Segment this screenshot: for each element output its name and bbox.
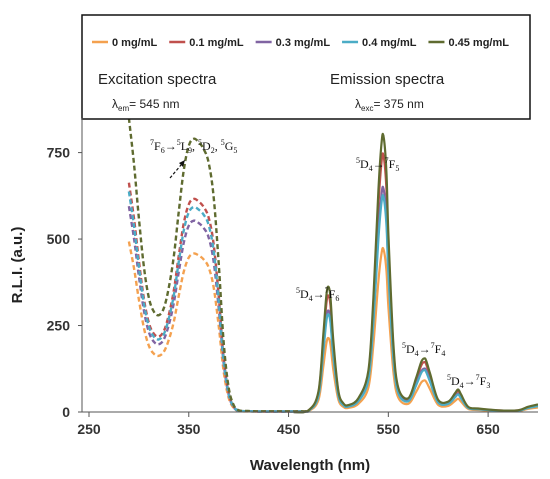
emission-param-symbol: λ	[355, 97, 361, 111]
excitation-line-0-mg-ml	[127, 241, 309, 413]
axis-ticks: 0 250 500 750 250 350 450 550 650	[47, 145, 500, 437]
legend-label-0-1-mg-ml: 0.1 mg/mL	[189, 37, 244, 49]
legend-label-0-4-mg-ml: 0.4 mg/mL	[362, 37, 417, 49]
emission-line-0-4-mg-ml	[293, 194, 538, 414]
excitation-title: Excitation spectra	[98, 71, 217, 88]
x-tick-label-2: 450	[277, 421, 301, 437]
x-axis-title: Wavelength (nm)	[250, 457, 370, 474]
y-tick-label-1: 250	[47, 318, 71, 334]
excitation-param-sub: em	[118, 104, 129, 113]
y-axis-title: R.L.I. (a.u.)	[9, 227, 26, 304]
y-tick-label-2: 500	[47, 231, 71, 247]
emission-line-0-mg-ml	[293, 246, 538, 414]
y-tick-label-3: 750	[47, 145, 71, 161]
annotation-f4: 5D4→7F4	[402, 341, 445, 358]
legend-box	[81, 14, 531, 120]
excitation-line-0-45-mg-ml	[127, 118, 309, 413]
annotation-arrow	[169, 160, 185, 179]
emission-param: λexc= 375 nm	[355, 97, 424, 113]
annotation-f6: 5D4→7F6	[296, 286, 339, 303]
emission-param-value: = 375 nm	[373, 97, 423, 111]
excitation-param-value: = 545 nm	[129, 97, 179, 111]
legend-label-0-3-mg-ml: 0.3 mg/mL	[276, 37, 331, 49]
legend-label-0-mg-ml: 0 mg/mL	[112, 37, 158, 49]
excitation-param-symbol: λ	[112, 97, 118, 111]
y-tick-label-0: 0	[62, 404, 70, 420]
emission-param-sub: exc	[361, 104, 373, 113]
x-tick-label-4: 650	[476, 421, 500, 437]
x-tick-label-1: 350	[177, 421, 201, 437]
emission-line-0-45-mg-ml	[293, 132, 538, 414]
annotation-f3: 5D4→7F3	[447, 373, 490, 390]
legend: 0 mg/mL 0.1 mg/mL 0.3 mg/mL 0.4 mg/mL 0.45 m…	[92, 37, 509, 49]
annotation-f5: 5D4→7F5	[356, 156, 399, 173]
x-tick-label-3: 550	[377, 421, 401, 437]
legend-label-0-45-mg-ml: 0.45 mg/mL	[448, 37, 509, 49]
annotation-excitation-transition: 7F6→5L9, 5D2, 5G5	[150, 138, 237, 155]
annotations: 7F6→5L9, 5D2, 5G5 5D4→7F5 5D4→7F6 5D4→7F…	[150, 138, 490, 390]
emission-title: Emission spectra	[330, 71, 445, 88]
excitation-param: λem= 545 nm	[112, 97, 180, 113]
x-tick-label-0: 250	[77, 421, 101, 437]
